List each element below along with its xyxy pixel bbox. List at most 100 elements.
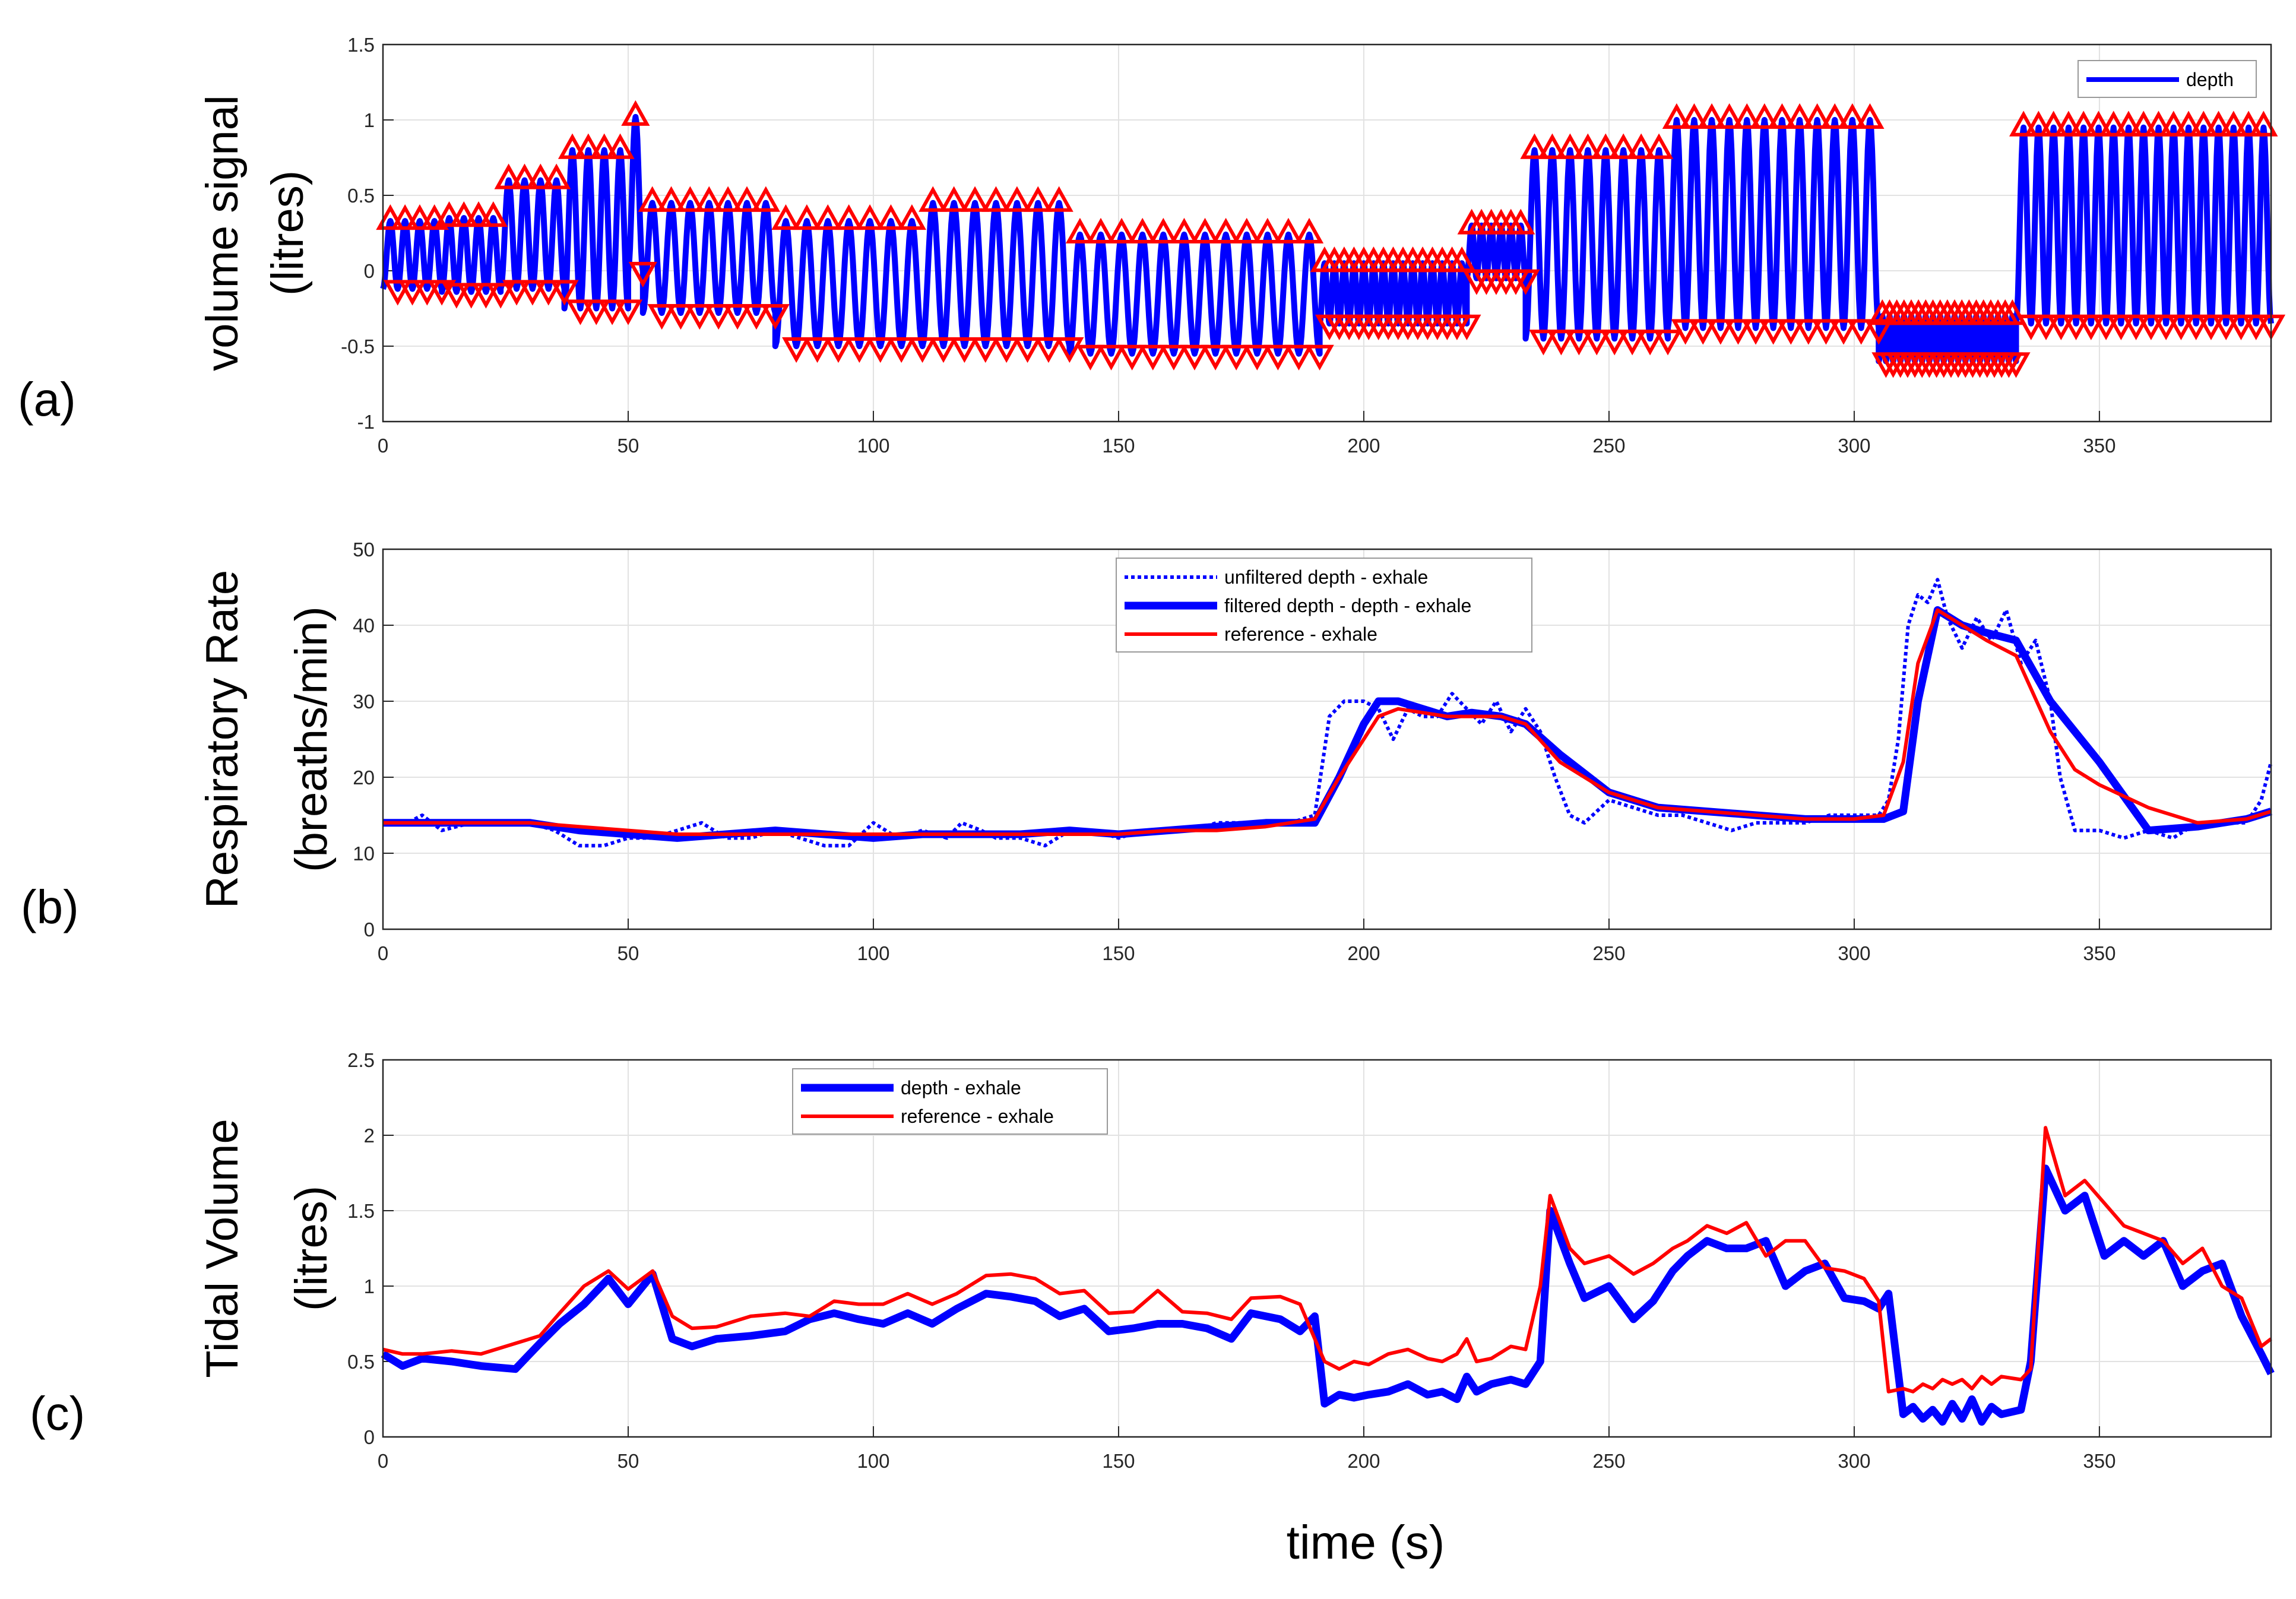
peak-marker xyxy=(1190,217,1220,244)
trough-marker xyxy=(383,280,412,306)
trough-marker xyxy=(442,283,471,309)
x-tick-label: 200 xyxy=(1347,1450,1380,1472)
trough-marker xyxy=(1529,330,1558,356)
series-line xyxy=(383,608,2272,836)
peak-marker xyxy=(2219,110,2248,137)
trough-marker xyxy=(2181,314,2211,341)
peak-marker xyxy=(2159,110,2188,137)
peak-marker xyxy=(590,133,619,159)
peak-marker xyxy=(1024,186,1053,212)
y-tick-label: 2.5 xyxy=(347,1049,375,1071)
x-tick-label: 100 xyxy=(857,435,889,457)
peak-marker xyxy=(510,163,539,189)
peak-marker xyxy=(1785,103,1814,129)
y-tick-label: 1 xyxy=(364,109,375,131)
y-tick-label: 0.5 xyxy=(347,185,375,207)
trough-marker xyxy=(398,280,427,306)
y-tick-label: 0.5 xyxy=(347,1351,375,1373)
peak-marker xyxy=(1662,103,1691,129)
panel-a-chart: 0 50 100 150 200 250 300 350 -1 -0.5 0 0.5 1 1.5 depth… xyxy=(18,34,2286,457)
trough-marker xyxy=(1117,344,1147,371)
trough-marker xyxy=(1305,344,1334,371)
peak-marker xyxy=(1803,103,1832,129)
trough-marker xyxy=(1565,330,1594,356)
peak-marker xyxy=(2069,110,2098,137)
trough-marker xyxy=(824,337,853,363)
peak-marker xyxy=(494,163,523,189)
trough-marker xyxy=(1600,330,1629,356)
peak-marker xyxy=(405,204,435,230)
trough-marker xyxy=(908,337,937,363)
trough-marker xyxy=(1243,344,1272,371)
x-tick-label: 100 xyxy=(857,942,889,964)
peak-marker xyxy=(376,204,405,230)
trough-marker xyxy=(1013,337,1042,363)
trough-marker xyxy=(1671,319,1700,345)
peak-marker xyxy=(2129,110,2158,137)
legend-label: depth xyxy=(2186,69,2234,90)
panel-c-chart: 0 50 100 150 200 250 300 350 0 0.5 1 1.5 2 2.5 depth -… xyxy=(30,1049,2275,1472)
legend-label: depth - exhale xyxy=(901,1077,1021,1098)
legend-label: unfiltered depth - exhale xyxy=(1224,566,1428,588)
trough-marker xyxy=(2061,314,2091,341)
peak-marker xyxy=(2054,110,2083,137)
peak-marker xyxy=(1253,217,1282,244)
trough-marker xyxy=(929,337,958,363)
trough-marker xyxy=(1159,344,1188,371)
trough-marker xyxy=(1284,344,1313,371)
peak-marker xyxy=(1556,133,1585,159)
trough-marker xyxy=(1653,330,1683,356)
trough-marker xyxy=(971,337,1000,363)
trough-marker xyxy=(866,337,895,363)
y-tick-label: 0 xyxy=(364,919,375,941)
x-tick-label: 0 xyxy=(378,435,388,457)
trough-marker xyxy=(2152,314,2181,341)
peak-marker xyxy=(1520,133,1549,159)
trough-marker xyxy=(845,337,874,363)
x-tick-label: 0 xyxy=(378,942,388,964)
y-tick-label: -1 xyxy=(357,411,375,433)
trough-marker xyxy=(666,304,695,330)
axes-frame xyxy=(382,1059,2272,1438)
trough-marker xyxy=(1829,319,1858,345)
peak-marker xyxy=(2144,110,2173,137)
peak-marker xyxy=(1294,217,1324,244)
trough-marker xyxy=(992,337,1021,363)
peak-marker xyxy=(1274,217,1303,244)
peak-marker xyxy=(1573,133,1603,159)
peak-marker xyxy=(981,186,1011,212)
trough-marker xyxy=(1055,337,1084,363)
y-axis-label: Tidal Volume xyxy=(197,1119,248,1378)
peak-marker xyxy=(638,186,667,212)
trough-marker xyxy=(1180,344,1209,371)
peak-marker xyxy=(676,186,705,212)
peak-marker xyxy=(2024,110,2053,137)
trough-marker xyxy=(1582,330,1611,356)
peak-marker xyxy=(2114,110,2143,137)
trough-marker xyxy=(1511,269,1540,295)
trough-marker xyxy=(1547,330,1576,356)
plot-area xyxy=(383,1060,2271,1437)
peak-marker xyxy=(391,204,420,230)
x-tick-label: 300 xyxy=(1838,1450,1870,1472)
panel-label: (b) xyxy=(21,881,79,933)
y-tick-label: 30 xyxy=(353,691,375,713)
trough-marker xyxy=(782,337,811,363)
trough-marker xyxy=(2107,314,2136,341)
y-tick-label: 0 xyxy=(364,1426,375,1448)
trough-marker xyxy=(2241,314,2270,341)
trough-marker xyxy=(2002,352,2031,378)
trough-marker xyxy=(1724,319,1753,345)
trough-marker xyxy=(761,304,790,330)
legend-box xyxy=(792,1068,1108,1135)
legend-label: filtered depth - depth - exhale xyxy=(1224,595,1471,616)
trough-marker xyxy=(457,283,486,309)
trough-marker xyxy=(803,337,832,363)
x-tick-label: 150 xyxy=(1102,942,1135,964)
x-tick-label: 200 xyxy=(1347,942,1380,964)
peak-marker xyxy=(2099,110,2128,137)
x-tick-label: 150 xyxy=(1102,1450,1135,1472)
trough-marker xyxy=(1706,319,1735,345)
trough-marker xyxy=(550,280,579,306)
